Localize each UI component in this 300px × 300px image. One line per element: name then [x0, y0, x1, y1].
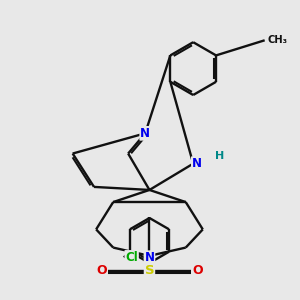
- Text: Cl: Cl: [125, 251, 138, 264]
- Text: S: S: [145, 264, 154, 277]
- Text: N: N: [145, 251, 154, 264]
- Text: N: N: [192, 157, 202, 170]
- Text: O: O: [96, 264, 107, 277]
- Text: O: O: [192, 264, 202, 277]
- Text: CH₃: CH₃: [267, 35, 287, 45]
- Text: N: N: [140, 127, 150, 140]
- Text: H: H: [215, 151, 224, 160]
